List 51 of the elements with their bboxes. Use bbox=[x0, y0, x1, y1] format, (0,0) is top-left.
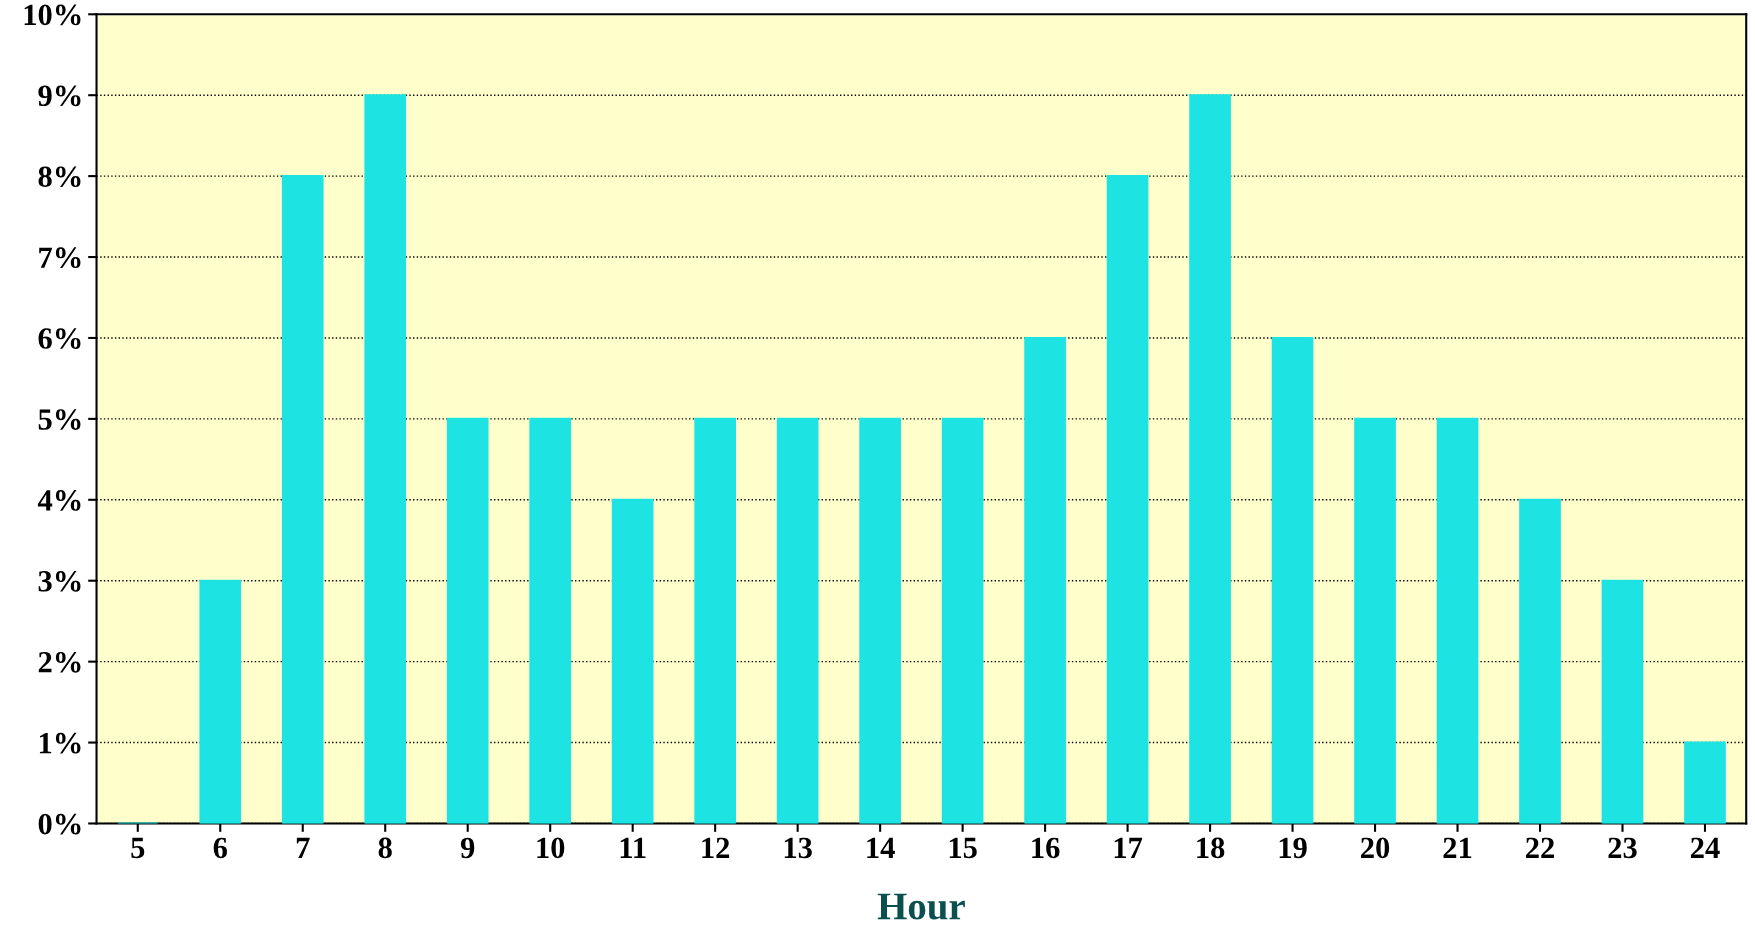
y-tick-label: 4% bbox=[37, 490, 81, 511]
x-tick-label: 12 bbox=[702, 837, 730, 858]
x-axis-title: Hour bbox=[877, 893, 965, 920]
x-tick-label: 24 bbox=[1690, 837, 1720, 858]
bar bbox=[1354, 417, 1396, 824]
x-tick-label: 10 bbox=[537, 837, 565, 859]
bar bbox=[694, 417, 736, 824]
x-tick-label: 5 bbox=[131, 837, 145, 859]
bar bbox=[611, 498, 654, 824]
x-tick-label: 7 bbox=[296, 837, 310, 858]
x-tick-label: 15 bbox=[949, 837, 977, 859]
y-tick-label: 3% bbox=[38, 571, 81, 592]
x-tick-label: 20 bbox=[1361, 837, 1390, 859]
y-tick-label: 8% bbox=[38, 166, 81, 188]
x-tick-label: 22 bbox=[1526, 837, 1554, 858]
x-tick-label: 9 bbox=[460, 837, 475, 859]
bar bbox=[281, 175, 324, 824]
y-tick-label: 2% bbox=[38, 651, 81, 673]
bar bbox=[1106, 175, 1149, 824]
x-tick-label: 14 bbox=[867, 837, 895, 858]
x-tick-label: 18 bbox=[1197, 837, 1225, 859]
bar bbox=[199, 579, 242, 824]
bar bbox=[941, 417, 984, 824]
bar bbox=[446, 417, 489, 824]
x-tick-label: 6 bbox=[213, 837, 227, 859]
x-tick-label: 16 bbox=[1032, 837, 1060, 859]
bar bbox=[1436, 417, 1479, 824]
y-tick-label: 6% bbox=[38, 328, 81, 349]
x-tick-label: 21 bbox=[1443, 837, 1472, 858]
x-tick-label: 13 bbox=[784, 837, 812, 859]
bar bbox=[1684, 741, 1726, 824]
y-tick-label: 5% bbox=[38, 409, 81, 430]
x-tick-label: 17 bbox=[1114, 837, 1143, 858]
y-tick-label: 7% bbox=[39, 247, 81, 269]
x-tick-label: 23 bbox=[1608, 837, 1637, 859]
bar bbox=[1189, 94, 1231, 824]
y-tick-label: 0% bbox=[38, 813, 81, 835]
y-tick-label: 1% bbox=[39, 732, 81, 754]
bar bbox=[1271, 336, 1314, 824]
y-tick-label: 10% bbox=[24, 4, 81, 26]
bar bbox=[1519, 498, 1561, 824]
bar bbox=[529, 417, 572, 824]
bar bbox=[1601, 579, 1644, 824]
bar bbox=[859, 417, 901, 824]
bar bbox=[776, 417, 819, 824]
bar bbox=[1024, 336, 1066, 824]
x-tick-label: 11 bbox=[620, 837, 646, 858]
x-tick-label: 19 bbox=[1279, 837, 1307, 859]
y-tick-label: 9% bbox=[38, 85, 81, 107]
x-tick-label: 8 bbox=[378, 837, 392, 859]
bar bbox=[364, 94, 407, 824]
